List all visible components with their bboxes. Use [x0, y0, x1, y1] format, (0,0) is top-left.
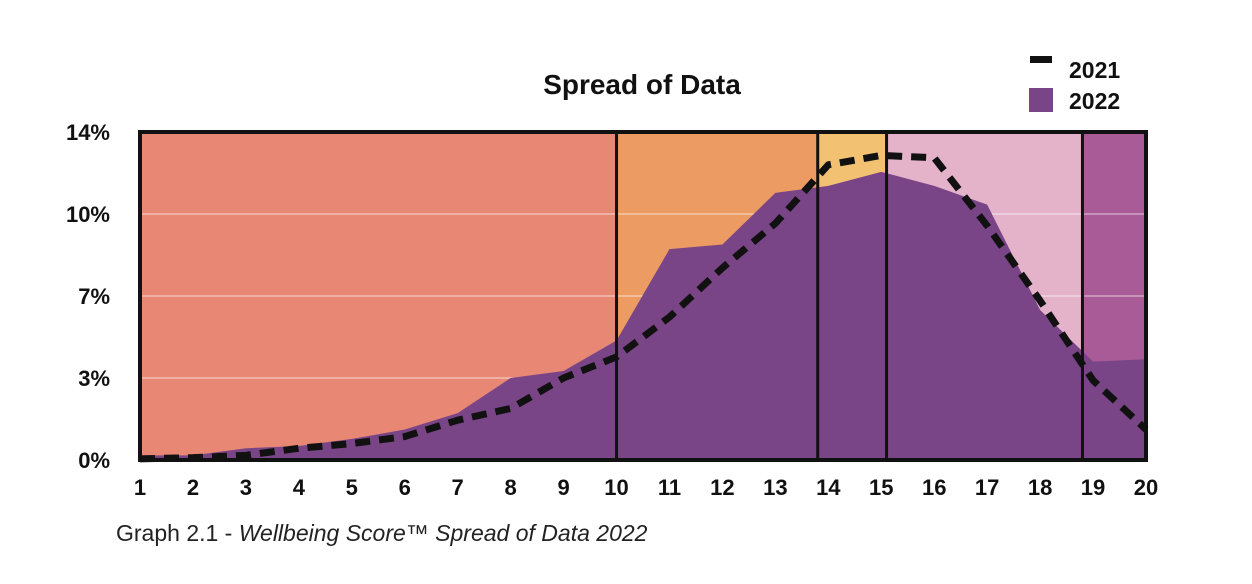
x-tick-label: 3	[240, 475, 252, 500]
legend-label-2022: 2022	[1069, 88, 1120, 114]
x-tick-label: 13	[763, 475, 787, 500]
x-tick-label: 9	[557, 475, 569, 500]
x-tick-label: 16	[922, 475, 946, 500]
legend-label-2021: 2021	[1069, 57, 1120, 83]
x-tick-label: 10	[604, 475, 628, 500]
x-tick-label: 7	[452, 475, 464, 500]
y-tick-label: 14%	[66, 120, 110, 145]
y-tick-label: 3%	[78, 366, 110, 391]
x-tick-label: 20	[1134, 475, 1158, 500]
x-tick-label: 15	[869, 475, 893, 500]
x-tick-label: 2	[187, 475, 199, 500]
x-tick-label: 19	[1081, 475, 1105, 500]
x-tick-label: 11	[658, 475, 681, 500]
legend-swatch-2022	[1029, 88, 1053, 112]
x-tick-label: 4	[293, 475, 306, 500]
y-tick-label: 10%	[66, 202, 110, 227]
x-tick-label: 1	[134, 475, 146, 500]
x-tick-label: 6	[399, 475, 411, 500]
x-tick-label: 14	[816, 475, 841, 500]
chart-title: Spread of Data	[543, 69, 741, 100]
legend-swatch-2021	[1030, 56, 1052, 63]
legend: 2021 2022	[1029, 56, 1120, 114]
y-axis-ticks: 0% 3% 7% 10% 14%	[66, 120, 110, 473]
band-dividers	[615, 132, 1084, 460]
caption-italic-text: Wellbeing Score™ Spread of Data 2022	[238, 520, 648, 546]
figure-caption: Graph 2.1 - Wellbeing Score™ Spread of D…	[116, 520, 647, 547]
x-axis-ticks: 1 2 3 4 5 6 7 8 9 10 11 12 13 14 15 16 17 18 19 20	[134, 475, 1158, 500]
y-tick-label: 7%	[78, 284, 110, 309]
plot-frame	[138, 130, 1148, 462]
series-2022-area	[140, 171, 1146, 461]
caption-prefix: Graph 2.1 -	[116, 520, 239, 546]
x-tick-label: 18	[1028, 475, 1052, 500]
series-2021-line	[139, 151, 1149, 463]
x-tick-label: 12	[710, 475, 734, 500]
x-tick-label: 8	[505, 475, 517, 500]
x-tick-label: 17	[975, 475, 999, 500]
x-tick-label: 5	[346, 475, 358, 500]
y-tick-label: 0%	[78, 448, 110, 473]
